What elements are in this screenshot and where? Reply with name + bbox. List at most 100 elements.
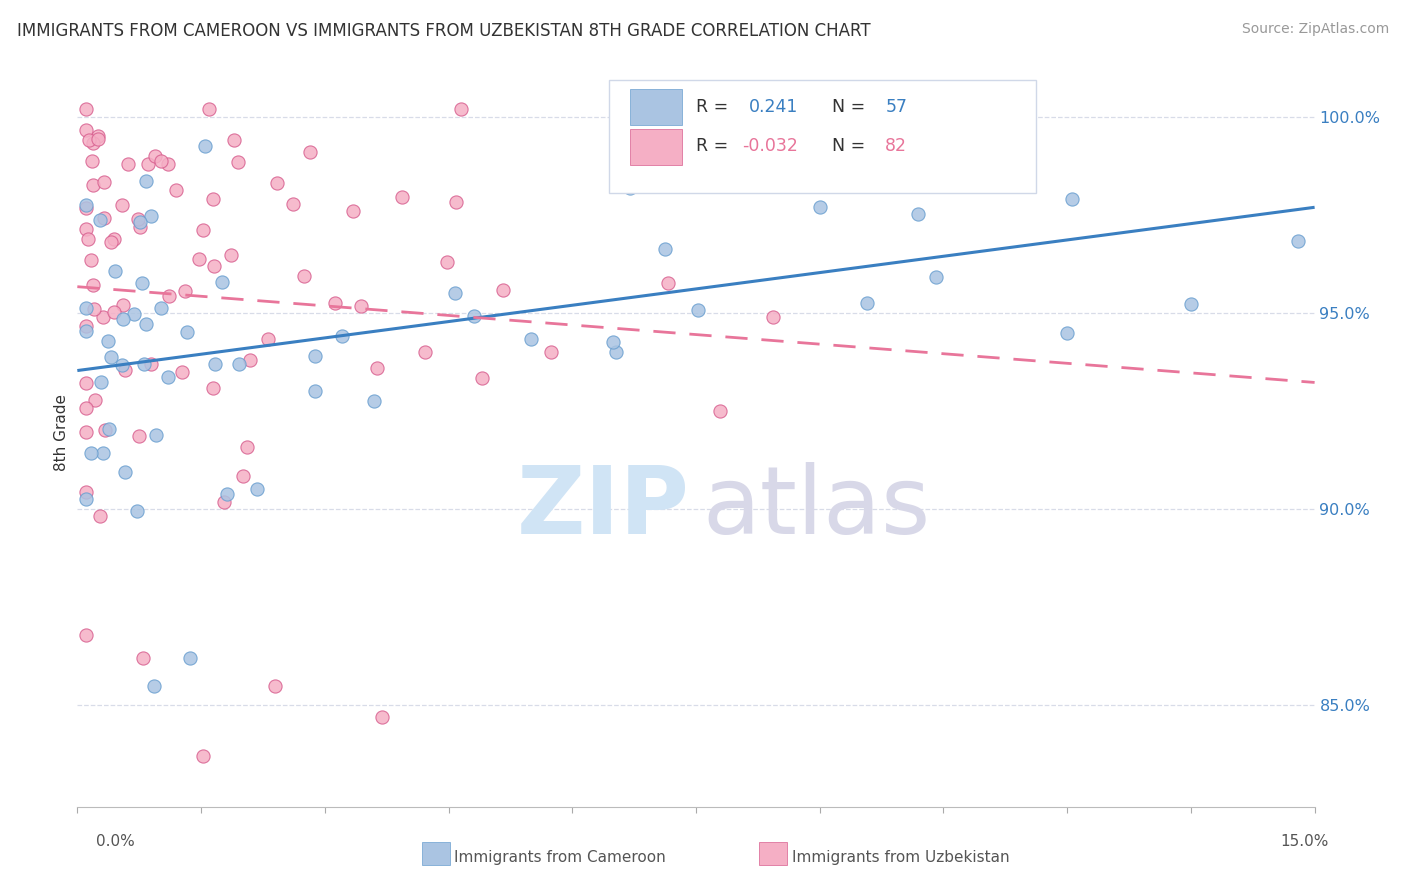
Point bbox=[217, 486, 239, 500]
Point bbox=[132, 651, 155, 665]
Point bbox=[128, 215, 150, 229]
Point bbox=[114, 363, 136, 377]
Point bbox=[204, 357, 226, 371]
Point bbox=[75, 102, 97, 116]
Text: N =: N = bbox=[832, 98, 870, 117]
Point bbox=[165, 183, 187, 197]
Point bbox=[87, 129, 110, 144]
Text: 0.241: 0.241 bbox=[749, 98, 799, 117]
Point bbox=[103, 232, 125, 246]
Text: R =: R = bbox=[696, 137, 734, 155]
Point bbox=[174, 284, 197, 298]
Text: -0.032: -0.032 bbox=[742, 137, 797, 155]
Point bbox=[75, 221, 97, 235]
Text: R =: R = bbox=[696, 98, 734, 117]
Point bbox=[1056, 326, 1078, 340]
Text: atlas: atlas bbox=[702, 461, 931, 554]
Point bbox=[202, 192, 225, 206]
Point bbox=[281, 197, 304, 211]
Point bbox=[654, 242, 676, 256]
Point bbox=[157, 289, 180, 303]
Point bbox=[762, 310, 785, 324]
Point bbox=[371, 710, 394, 724]
Point bbox=[100, 350, 122, 364]
Point bbox=[124, 307, 146, 321]
Point bbox=[77, 232, 100, 246]
Point bbox=[323, 295, 346, 310]
Point bbox=[156, 156, 179, 170]
Point bbox=[925, 270, 948, 285]
Point bbox=[692, 153, 714, 168]
Point bbox=[111, 198, 134, 212]
Point bbox=[135, 174, 157, 188]
Point bbox=[117, 157, 139, 171]
Point bbox=[80, 446, 103, 460]
Point bbox=[450, 102, 472, 116]
Point bbox=[75, 401, 97, 415]
Point bbox=[84, 393, 107, 408]
Point bbox=[342, 203, 364, 218]
Point bbox=[75, 319, 97, 334]
Point bbox=[150, 154, 173, 169]
Point bbox=[90, 375, 112, 389]
Point bbox=[135, 317, 157, 331]
Point bbox=[145, 428, 167, 442]
Point bbox=[142, 679, 165, 693]
Point bbox=[444, 285, 467, 300]
Point bbox=[98, 422, 121, 436]
Point bbox=[89, 508, 111, 523]
Point bbox=[193, 223, 215, 237]
Point bbox=[82, 153, 104, 168]
Point bbox=[139, 209, 162, 223]
Point bbox=[602, 334, 624, 349]
Point bbox=[246, 482, 269, 496]
Point bbox=[725, 102, 748, 116]
FancyBboxPatch shape bbox=[630, 129, 682, 165]
Y-axis label: 8th Grade: 8th Grade bbox=[53, 394, 69, 471]
Point bbox=[100, 235, 122, 250]
Point bbox=[75, 485, 97, 500]
Point bbox=[436, 254, 458, 268]
Point bbox=[111, 358, 134, 372]
Point bbox=[907, 207, 929, 221]
Point bbox=[228, 357, 250, 371]
Point bbox=[75, 491, 97, 506]
Text: 82: 82 bbox=[886, 137, 907, 155]
Point bbox=[157, 369, 180, 384]
Point bbox=[75, 198, 97, 212]
Point bbox=[211, 275, 233, 289]
Point bbox=[391, 190, 413, 204]
Point bbox=[125, 504, 148, 518]
Point bbox=[89, 213, 111, 227]
Point bbox=[75, 627, 97, 641]
Point bbox=[93, 423, 115, 437]
Point bbox=[232, 468, 254, 483]
Point bbox=[179, 651, 201, 665]
Point bbox=[87, 132, 110, 146]
Point bbox=[444, 195, 467, 210]
Point bbox=[212, 495, 235, 509]
Text: 0.0%: 0.0% bbox=[96, 834, 135, 849]
Point bbox=[292, 269, 315, 284]
Point bbox=[350, 299, 373, 313]
Text: IMMIGRANTS FROM CAMEROON VS IMMIGRANTS FROM UZBEKISTAN 8TH GRADE CORRELATION CHA: IMMIGRANTS FROM CAMEROON VS IMMIGRANTS F… bbox=[17, 22, 870, 40]
Point bbox=[93, 310, 115, 324]
Point bbox=[221, 248, 243, 262]
Point bbox=[520, 332, 543, 346]
Point bbox=[1286, 234, 1309, 248]
Point bbox=[471, 371, 494, 385]
Text: Immigrants from Uzbekistan: Immigrants from Uzbekistan bbox=[792, 850, 1010, 865]
Point bbox=[134, 357, 156, 371]
Point bbox=[264, 679, 287, 693]
Point bbox=[112, 298, 135, 312]
Point bbox=[415, 344, 437, 359]
Text: Source: ZipAtlas.com: Source: ZipAtlas.com bbox=[1241, 22, 1389, 37]
Point bbox=[193, 139, 215, 153]
Text: Immigrants from Cameroon: Immigrants from Cameroon bbox=[454, 850, 666, 865]
Point bbox=[93, 211, 115, 226]
Point bbox=[75, 123, 97, 137]
Point bbox=[709, 404, 731, 418]
Point bbox=[75, 201, 97, 215]
Point bbox=[856, 296, 879, 310]
Point bbox=[540, 345, 562, 359]
